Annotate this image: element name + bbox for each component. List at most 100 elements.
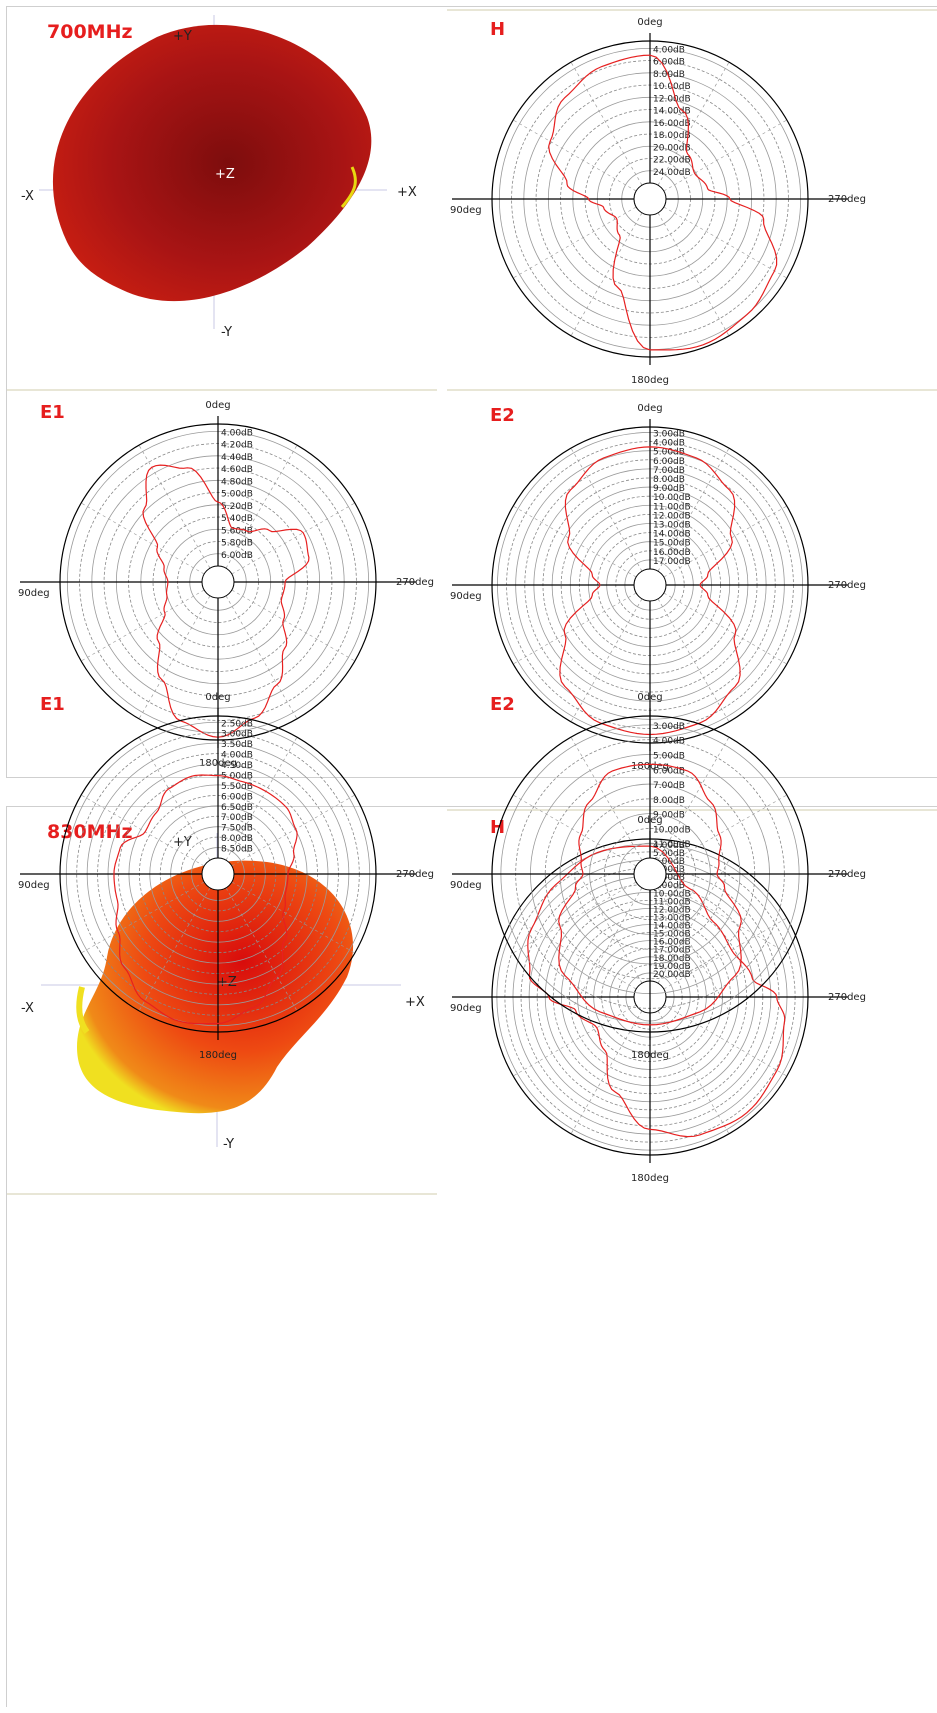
ring-label: 4.00dB bbox=[221, 751, 253, 761]
polar-plot-svg: 4.00dB 4.20dB 4.40dB 4.60dB 4.80dB 5.00dB 5.20… bbox=[18, 400, 434, 769]
axis-label-px: +X bbox=[397, 185, 417, 200]
center-hole bbox=[633, 182, 667, 216]
ring-label: 12.00dB bbox=[653, 905, 691, 915]
ring-label: 20.00dB bbox=[653, 970, 691, 980]
plane-label: E1 bbox=[40, 402, 65, 423]
polar-panel-e2: 3.00dB 4.00dB 5.00dB 6.00dB 7.00dB 8.00dB 9.00… bbox=[7, 7, 937, 777]
ring-label: 15.00dB bbox=[653, 539, 691, 549]
ring-label: 5.40dB bbox=[221, 514, 253, 524]
radiation-3d-body bbox=[77, 860, 354, 1114]
ring-label: 7.00dB bbox=[221, 813, 253, 823]
frequency-label: 700MHz bbox=[47, 21, 133, 43]
ring-label: 9.00dB bbox=[653, 484, 685, 494]
ring-label: 7.00dB bbox=[653, 781, 685, 791]
polar-plot-svg: 2.50dB3.00dB3.50dB4.00dB4.50dB5.00dB5.50… bbox=[18, 692, 434, 1061]
axis-label-ny: -Y bbox=[221, 325, 233, 340]
ring-label: 4.80dB bbox=[221, 477, 253, 487]
ring-label: 13.00dB bbox=[653, 913, 691, 923]
angle-label-90deg: 90deg bbox=[450, 205, 482, 216]
center-hole bbox=[633, 568, 667, 602]
ring-label: 9.00dB bbox=[653, 881, 685, 891]
ring-label: 10.00dB bbox=[653, 493, 691, 503]
angle-label-180deg: 180deg bbox=[631, 1050, 669, 1061]
ring-label: 5.00dB bbox=[653, 849, 685, 859]
ring-label: 5.50dB bbox=[221, 782, 253, 792]
ring-label: 4.20dB bbox=[221, 441, 253, 451]
polar-plot-svg: 3.00dB4.00dB5.00dB6.00dB7.00dB8.00dB9.00… bbox=[450, 403, 866, 772]
ring-label: 16.00dB bbox=[653, 548, 691, 558]
ring-label: 5.00dB bbox=[221, 490, 253, 500]
angle-label-90deg: 90deg bbox=[450, 591, 482, 602]
ring-label: 11.00dB bbox=[653, 840, 691, 850]
ring-label: 14.00dB bbox=[653, 530, 691, 540]
angle-label-270deg: 270deg bbox=[828, 580, 866, 591]
angle-label-180deg: 180deg bbox=[631, 1173, 669, 1184]
center-hole bbox=[201, 565, 235, 599]
ring-label: 8.00dB bbox=[653, 796, 685, 806]
ring-label: 5.00dB bbox=[653, 751, 685, 761]
plane-label: H bbox=[490, 19, 506, 40]
ring-label: 15.00dB bbox=[653, 930, 691, 940]
angle-label-0deg: 0deg bbox=[637, 403, 662, 414]
ring-label: 3.00dB bbox=[653, 722, 685, 732]
ring-label: 4.40dB bbox=[221, 453, 253, 463]
section-830mhz: 830MHz +Y -Y +X -X +Z 4.00dB 5.00dB 6.00dB… bbox=[6, 692, 937, 1707]
ring-label: 6.00dB bbox=[653, 857, 685, 867]
ring-label: 4.00dB bbox=[653, 45, 685, 55]
angle-label-90deg: 90deg bbox=[18, 588, 50, 599]
polar-plot-svg: 4.00dB6.00dB8.00dB10.00dB12.00dB14.00dB1… bbox=[450, 17, 866, 386]
axis-label-nx: -X bbox=[21, 1001, 34, 1016]
center-hole bbox=[633, 857, 667, 891]
pattern-trace bbox=[558, 763, 742, 1026]
ring-label: 4.00dB bbox=[653, 439, 685, 449]
axis-label-py: +Y bbox=[173, 29, 192, 44]
angle-label-90deg: 90deg bbox=[18, 880, 50, 891]
angle-label-270deg: 270deg bbox=[396, 577, 434, 588]
ring-label: 18.00dB bbox=[653, 954, 691, 964]
ring-label: 6.00dB bbox=[653, 457, 685, 467]
angle-label-90deg: 90deg bbox=[450, 1003, 482, 1014]
ring-label: 14.00dB bbox=[653, 922, 691, 932]
ring-label: 20.00dB bbox=[653, 143, 691, 153]
angle-label-270deg: 270deg bbox=[828, 992, 866, 1003]
ring-label: 8.00dB bbox=[653, 873, 685, 883]
ring-label: 8.00dB bbox=[221, 834, 253, 844]
axis-label-ny: -Y bbox=[223, 1137, 235, 1152]
ring-label: 5.00dB bbox=[653, 448, 685, 458]
angle-label-180deg: 180deg bbox=[199, 1050, 237, 1061]
ring-label: 16.00dB bbox=[653, 119, 691, 129]
ring-label: 12.00dB bbox=[653, 94, 691, 104]
ring-label: 5.00dB bbox=[221, 771, 253, 781]
angle-label-180deg: 180deg bbox=[631, 375, 669, 386]
ring-label: 10.00dB bbox=[653, 889, 691, 899]
ring-label: 24.00dB bbox=[653, 168, 691, 178]
ring-label: 14.00dB bbox=[653, 107, 691, 117]
pattern3d-panel: 700MHz +Y -Y +X -X +Z bbox=[7, 7, 437, 389]
ring-label: 7.00dB bbox=[653, 865, 685, 875]
divider bbox=[447, 389, 937, 391]
ring-label: 17.00dB bbox=[653, 946, 691, 956]
angle-label-0deg: 0deg bbox=[637, 17, 662, 28]
axis-label-nx: -X bbox=[21, 189, 34, 204]
polar-panel-e1: 2.50dB 3.00dB 3.50dB 4.00dB 4.50dB 5.00dB 5.50… bbox=[7, 1, 937, 1707]
divider bbox=[7, 1193, 437, 1195]
ring-label: 6.00dB bbox=[653, 58, 685, 68]
divider bbox=[447, 809, 937, 811]
angle-label-0deg: 0deg bbox=[205, 692, 230, 703]
ring-label: 11.00dB bbox=[653, 502, 691, 512]
center-hole bbox=[201, 857, 235, 891]
ring-label: 6.00dB bbox=[221, 551, 253, 561]
ring-label: 9.00dB bbox=[653, 811, 685, 821]
ring-label: 3.00dB bbox=[221, 730, 253, 740]
pattern-trace bbox=[527, 845, 786, 1138]
ring-label: 2.50dB bbox=[221, 719, 253, 729]
ring-label: 8.50dB bbox=[221, 845, 253, 855]
ring-label: 4.00dB bbox=[653, 737, 685, 747]
axis-label-px: +X bbox=[405, 995, 425, 1010]
ring-label: 18.00dB bbox=[653, 131, 691, 141]
pattern-trace bbox=[113, 774, 298, 1025]
plane-label: E1 bbox=[40, 694, 65, 715]
ring-label: 16.00dB bbox=[653, 938, 691, 948]
divider bbox=[7, 389, 437, 391]
angle-label-90deg: 90deg bbox=[450, 880, 482, 891]
